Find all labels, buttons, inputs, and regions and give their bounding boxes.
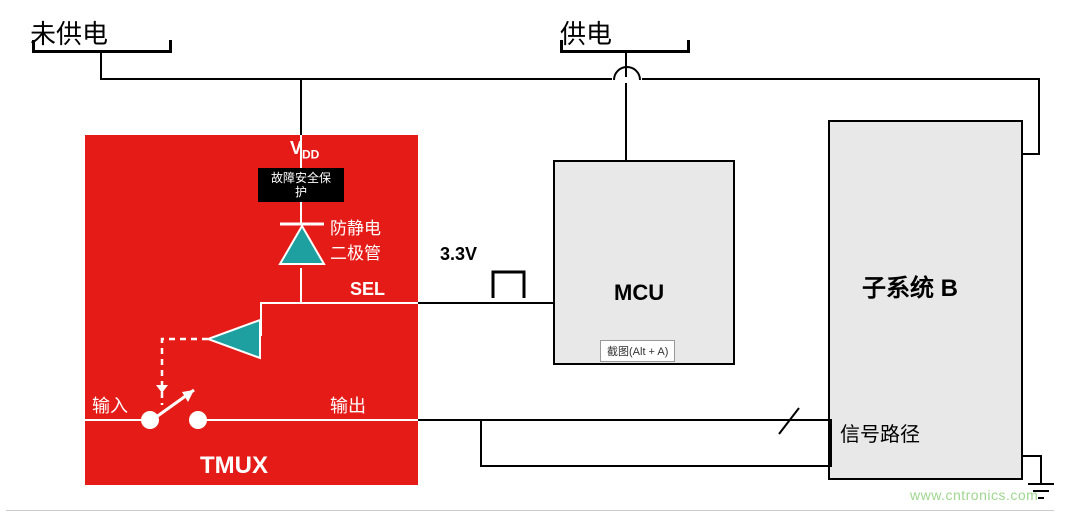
wire-subsystem-feed xyxy=(1020,153,1040,155)
label-unpowered: 未供电 xyxy=(30,14,108,51)
wire-vdd-drop xyxy=(300,78,302,138)
wire-unpowered-drop xyxy=(100,50,102,80)
signal-path-label: 信号路径 xyxy=(840,418,920,447)
subsystem-title: 子系统 B xyxy=(862,268,958,303)
wire-output-branch-h xyxy=(480,465,832,467)
wire-sel-down xyxy=(260,302,262,336)
wire-powered-drop xyxy=(625,50,627,160)
failsafe-line2: 护 xyxy=(295,185,307,199)
failsafe-line1: 故障安全保 xyxy=(271,171,331,185)
wire-output-branch-up xyxy=(830,419,832,467)
wire-top-bus xyxy=(100,78,1040,80)
mcu-block xyxy=(553,160,735,365)
wire-sel-h-white xyxy=(260,302,420,304)
tmux-title: TMUX xyxy=(200,452,268,480)
label-powered: 供电 xyxy=(560,14,612,51)
bottom-border xyxy=(6,510,1054,511)
screenshot-tooltip[interactable]: 截图(Alt + A) xyxy=(600,340,675,362)
wire-failsafe-diode xyxy=(300,202,302,224)
rail-unpowered-tick-right xyxy=(169,40,172,53)
pulse-icon xyxy=(490,262,540,302)
wire-diode-sel xyxy=(300,268,302,304)
rail-unpowered xyxy=(32,50,172,53)
rail-powered-tick-left xyxy=(560,40,563,53)
rail-powered-tick-right xyxy=(687,40,690,53)
wire-gnd-feed xyxy=(1021,455,1042,457)
vdd-sub: DD xyxy=(302,148,319,162)
wire-input xyxy=(85,419,145,421)
tmux-block xyxy=(85,135,418,485)
rail-unpowered-tick-left xyxy=(32,40,35,53)
vdd-label: VDD xyxy=(290,138,319,162)
wire-output-tmux xyxy=(204,419,420,421)
wire-vdd-inner xyxy=(300,135,302,171)
wire-subsystem-drop xyxy=(1038,78,1040,155)
bus-slash-icon xyxy=(775,404,803,438)
diagram-canvas: 未供电 供电 VDD 故障安全保 护 防静电 二极管 xyxy=(0,0,1080,521)
input-label: 输入 xyxy=(92,392,128,418)
wire-output-branch-v xyxy=(480,419,482,467)
mcu-title: MCU xyxy=(614,280,664,306)
voltage-label: 3.3V xyxy=(440,244,477,265)
crossover-arc-icon xyxy=(612,64,642,84)
sel-label: SEL xyxy=(350,279,385,300)
esd-diode-label: 防静电 二极管 xyxy=(330,214,381,264)
output-label: 输出 xyxy=(330,392,366,418)
watermark: www.cntronics.com xyxy=(910,487,1038,503)
wire-gnd-v xyxy=(1040,455,1042,483)
wire-sel-h-black xyxy=(418,302,555,304)
failsafe-label: 故障安全保 护 xyxy=(258,168,344,202)
